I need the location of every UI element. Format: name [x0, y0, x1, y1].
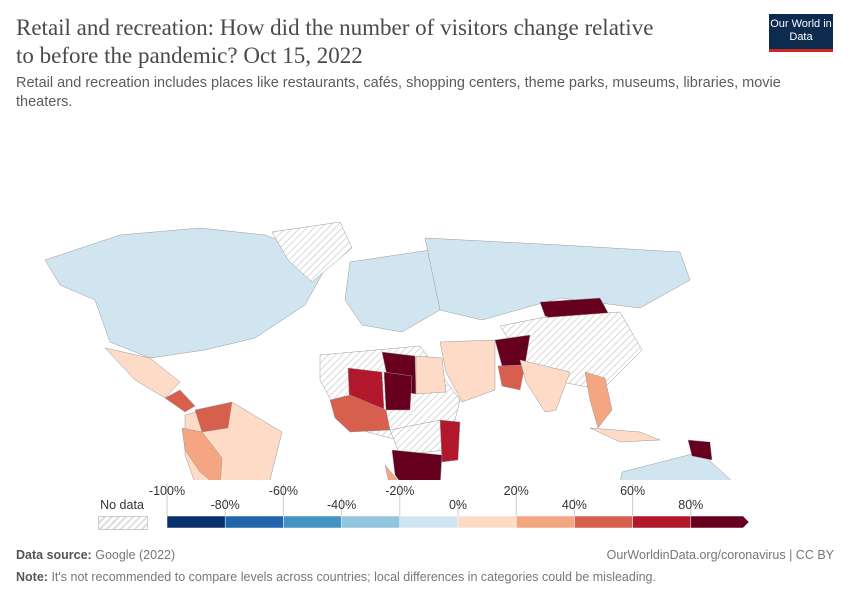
region-north-america[interactable]	[44, 227, 331, 359]
region-papua-new-guinea[interactable]	[687, 439, 713, 461]
legend-label: 0%	[448, 498, 468, 512]
legend-label: -40%	[327, 498, 357, 512]
legend: No data -100% -60% -20% 20% 60% -80% -40% 0% 40%…	[0, 480, 850, 530]
region-australia[interactable]	[616, 451, 742, 480]
note: Note: It's not recommended to compare le…	[16, 570, 656, 584]
region-central-america[interactable]	[164, 389, 196, 413]
legend-label: -60%	[268, 484, 298, 498]
world-map	[44, 221, 742, 480]
region-venezuela-colombia[interactable]	[194, 401, 233, 433]
region-egypt[interactable]	[415, 355, 447, 395]
region-peru-bolivia[interactable]	[181, 427, 223, 480]
legend-label: 60%	[620, 484, 646, 498]
region-russia[interactable]	[424, 237, 691, 321]
region-zambia-zimbabwe[interactable]	[391, 449, 443, 480]
no-data-label: No data	[100, 498, 144, 512]
legend-bin-9	[690, 515, 750, 529]
legend-bin-8	[632, 515, 692, 529]
legend-bin-7	[574, 515, 633, 529]
region-chad[interactable]	[383, 371, 413, 411]
color-scale	[166, 484, 750, 529]
region-angola-namibia[interactable]	[384, 464, 410, 480]
legend-bin-1	[224, 515, 284, 529]
chart-title: Retail and recreation: How did the numbe…	[16, 15, 654, 68]
chart-subtitle: Retail and recreation includes places li…	[16, 75, 781, 110]
url-link[interactable]: OurWorldinData.org/coronavirus | CC BY	[606, 548, 834, 562]
legend-bin-6	[515, 515, 575, 529]
legend-label: 20%	[503, 484, 529, 498]
source-label: Data source:	[16, 548, 92, 562]
note-text: It's not recommended to compare levels a…	[51, 570, 656, 584]
region-mexico[interactable]	[104, 347, 181, 399]
region-india[interactable]	[519, 359, 571, 413]
legend-bin-2	[283, 515, 342, 529]
region-europe[interactable]	[344, 249, 441, 333]
owid-logo[interactable]: Our World in Data	[769, 14, 833, 52]
legend-bin-5	[457, 515, 517, 529]
region-kenya-tanzania[interactable]	[439, 419, 461, 463]
source-link[interactable]: Google (2022)	[95, 548, 176, 562]
legend-label: 80%	[678, 498, 704, 512]
region-pakistan[interactable]	[497, 364, 526, 391]
legend-label: -20%	[385, 484, 415, 498]
legend-bin-0	[166, 515, 226, 529]
legend-label: -100%	[148, 484, 186, 498]
region-greenland[interactable]	[271, 221, 353, 283]
region-middle-east[interactable]	[439, 339, 496, 403]
legend-bin-3	[341, 515, 401, 529]
no-data-swatch	[98, 516, 148, 530]
legend-label: -80%	[210, 498, 240, 512]
region-indonesia[interactable]	[589, 427, 661, 443]
region-southeast-asia[interactable]	[584, 371, 613, 429]
legend-bin-4	[399, 515, 459, 529]
note-label: Note:	[16, 570, 48, 584]
source-line: Data source: Google (2022)	[16, 548, 175, 562]
legend-label: 40%	[561, 498, 587, 512]
